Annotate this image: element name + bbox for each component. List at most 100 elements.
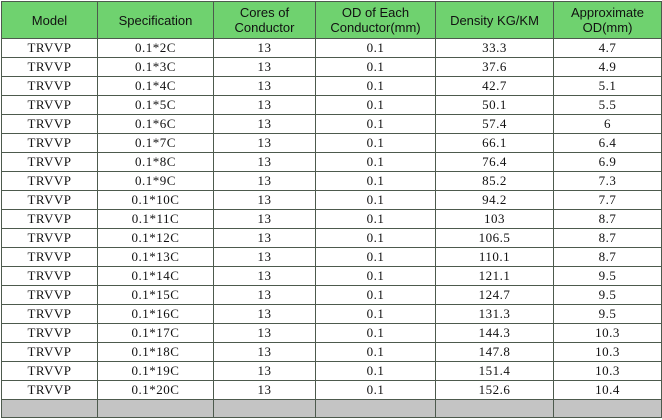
table-cell: 42.7 bbox=[435, 76, 554, 96]
table-cell: 13 bbox=[213, 95, 316, 115]
table-cell: 103 bbox=[435, 209, 554, 229]
table-cell: 13 bbox=[213, 114, 316, 134]
table-cell: 94.2 bbox=[435, 190, 554, 210]
table-cell: TRVVP bbox=[1, 171, 98, 191]
table-cell: 0.1*12C bbox=[97, 228, 214, 248]
table-cell: TRVVP bbox=[1, 228, 98, 248]
table-cell: 152.6 bbox=[435, 380, 554, 400]
table-row: TRVVP 0.1*15C 13 0.1 124.7 9.5 bbox=[1, 285, 662, 305]
table-body: TRVVP 0.1*2C 13 0.1 33.3 4.7 TRVVP 0.1*3C 13 0.1 3… bbox=[1, 38, 662, 400]
table-cell: 0.1 bbox=[315, 209, 436, 229]
table-cell: 0.1 bbox=[315, 133, 436, 153]
table-cell: 8.7 bbox=[553, 228, 662, 248]
table-cell: 0.1*7C bbox=[97, 133, 214, 153]
header-cell: Model bbox=[1, 1, 98, 39]
table-row: TRVVP 0.1*5C 13 0.1 50.1 5.5 bbox=[1, 95, 662, 115]
table-row: TRVVP 0.1*18C 13 0.1 147.8 10.3 bbox=[1, 342, 662, 362]
table-cell: 151.4 bbox=[435, 361, 554, 381]
table-cell: 0.1*3C bbox=[97, 57, 214, 77]
header-cell: Approximate OD(mm) bbox=[553, 1, 662, 39]
table-cell: 8.7 bbox=[553, 209, 662, 229]
table-row: TRVVP 0.1*17C 13 0.1 144.3 10.3 bbox=[1, 323, 662, 343]
table-row: TRVVP 0.1*13C 13 0.1 110.1 8.7 bbox=[1, 247, 662, 267]
header-row: Model Specification Cores of Conductor OD o… bbox=[1, 1, 662, 39]
table-cell: 13 bbox=[213, 304, 316, 324]
table-cell: 13 bbox=[213, 266, 316, 286]
table-cell: 0.1 bbox=[315, 323, 436, 343]
table-cell: 0.1*8C bbox=[97, 152, 214, 172]
table-cell: 0.1 bbox=[315, 171, 436, 191]
table-row: TRVVP 0.1*20C 13 0.1 152.6 10.4 bbox=[1, 380, 662, 400]
table-cell: 0.1*16C bbox=[97, 304, 214, 324]
table-cell: 0.1 bbox=[315, 361, 436, 381]
table-row: TRVVP 0.1*11C 13 0.1 103 8.7 bbox=[1, 209, 662, 229]
header-cell: OD of Each Conductor(mm) bbox=[315, 1, 436, 39]
table-cell: 0.1 bbox=[315, 57, 436, 77]
table-cell: TRVVP bbox=[1, 323, 98, 343]
table-cell: 0.1 bbox=[315, 38, 436, 58]
table-cell: TRVVP bbox=[1, 209, 98, 229]
table-cell: 147.8 bbox=[435, 342, 554, 362]
table-cell: 0.1*9C bbox=[97, 171, 214, 191]
table-cell: 37.6 bbox=[435, 57, 554, 77]
table-cell: 110.1 bbox=[435, 247, 554, 267]
table-cell: 13 bbox=[213, 323, 316, 343]
header-cell: Density KG/KM bbox=[435, 1, 554, 39]
table-cell: 9.5 bbox=[553, 266, 662, 286]
table-cell: 0.1*14C bbox=[97, 266, 214, 286]
table-cell: 0.1*6C bbox=[97, 114, 214, 134]
table-cell: 13 bbox=[213, 76, 316, 96]
table-cell: 0.1*19C bbox=[97, 361, 214, 381]
table-cell: 0.1 bbox=[315, 304, 436, 324]
table-cell: TRVVP bbox=[1, 247, 98, 267]
table-cell: 0.1 bbox=[315, 247, 436, 267]
table-cell: 85.2 bbox=[435, 171, 554, 191]
table-cell: TRVVP bbox=[1, 285, 98, 305]
table-row: TRVVP 0.1*10C 13 0.1 94.2 7.7 bbox=[1, 190, 662, 210]
table-cell: 0.1*5C bbox=[97, 95, 214, 115]
table-row: TRVVP 0.1*14C 13 0.1 121.1 9.5 bbox=[1, 266, 662, 286]
table-row: TRVVP 0.1*12C 13 0.1 106.5 8.7 bbox=[1, 228, 662, 248]
table-cell: 121.1 bbox=[435, 266, 554, 286]
table-cell: 0.1*15C bbox=[97, 285, 214, 305]
table-cell: TRVVP bbox=[1, 152, 98, 172]
table-cell: 13 bbox=[213, 228, 316, 248]
table-cell: 9.5 bbox=[553, 304, 662, 324]
table-cell: TRVVP bbox=[1, 133, 98, 153]
table-cell: 6 bbox=[553, 114, 662, 134]
table-cell: 7.3 bbox=[553, 171, 662, 191]
table-cell: 13 bbox=[213, 38, 316, 58]
table-row: TRVVP 0.1*6C 13 0.1 57.4 6 bbox=[1, 114, 662, 134]
table-cell: 13 bbox=[213, 171, 316, 191]
header-cell: Specification bbox=[97, 1, 214, 39]
empty-cell bbox=[315, 399, 436, 418]
table-cell: 33.3 bbox=[435, 38, 554, 58]
table-cell: 57.4 bbox=[435, 114, 554, 134]
table-cell: 50.1 bbox=[435, 95, 554, 115]
table-cell: 13 bbox=[213, 209, 316, 229]
table-cell: TRVVP bbox=[1, 57, 98, 77]
table-row: TRVVP 0.1*4C 13 0.1 42.7 5.1 bbox=[1, 76, 662, 96]
empty-row bbox=[1, 399, 662, 418]
table-cell: 0.1 bbox=[315, 266, 436, 286]
table-cell: 10.3 bbox=[553, 361, 662, 381]
empty-cell bbox=[435, 399, 554, 418]
empty-cell bbox=[553, 399, 662, 418]
table-cell: 9.5 bbox=[553, 285, 662, 305]
table-cell: 0.1 bbox=[315, 285, 436, 305]
table-cell: 8.7 bbox=[553, 247, 662, 267]
table-cell: 13 bbox=[213, 133, 316, 153]
table-cell: 66.1 bbox=[435, 133, 554, 153]
table-cell: 0.1 bbox=[315, 190, 436, 210]
table-cell: 131.3 bbox=[435, 304, 554, 324]
table-cell: 10.4 bbox=[553, 380, 662, 400]
table-cell: 0.1 bbox=[315, 228, 436, 248]
table-row: TRVVP 0.1*8C 13 0.1 76.4 6.9 bbox=[1, 152, 662, 172]
table-cell: 124.7 bbox=[435, 285, 554, 305]
table-cell: 0.1*17C bbox=[97, 323, 214, 343]
table-row: TRVVP 0.1*9C 13 0.1 85.2 7.3 bbox=[1, 171, 662, 191]
table-cell: 0.1*11C bbox=[97, 209, 214, 229]
table-cell: 4.7 bbox=[553, 38, 662, 58]
table-cell: TRVVP bbox=[1, 380, 98, 400]
